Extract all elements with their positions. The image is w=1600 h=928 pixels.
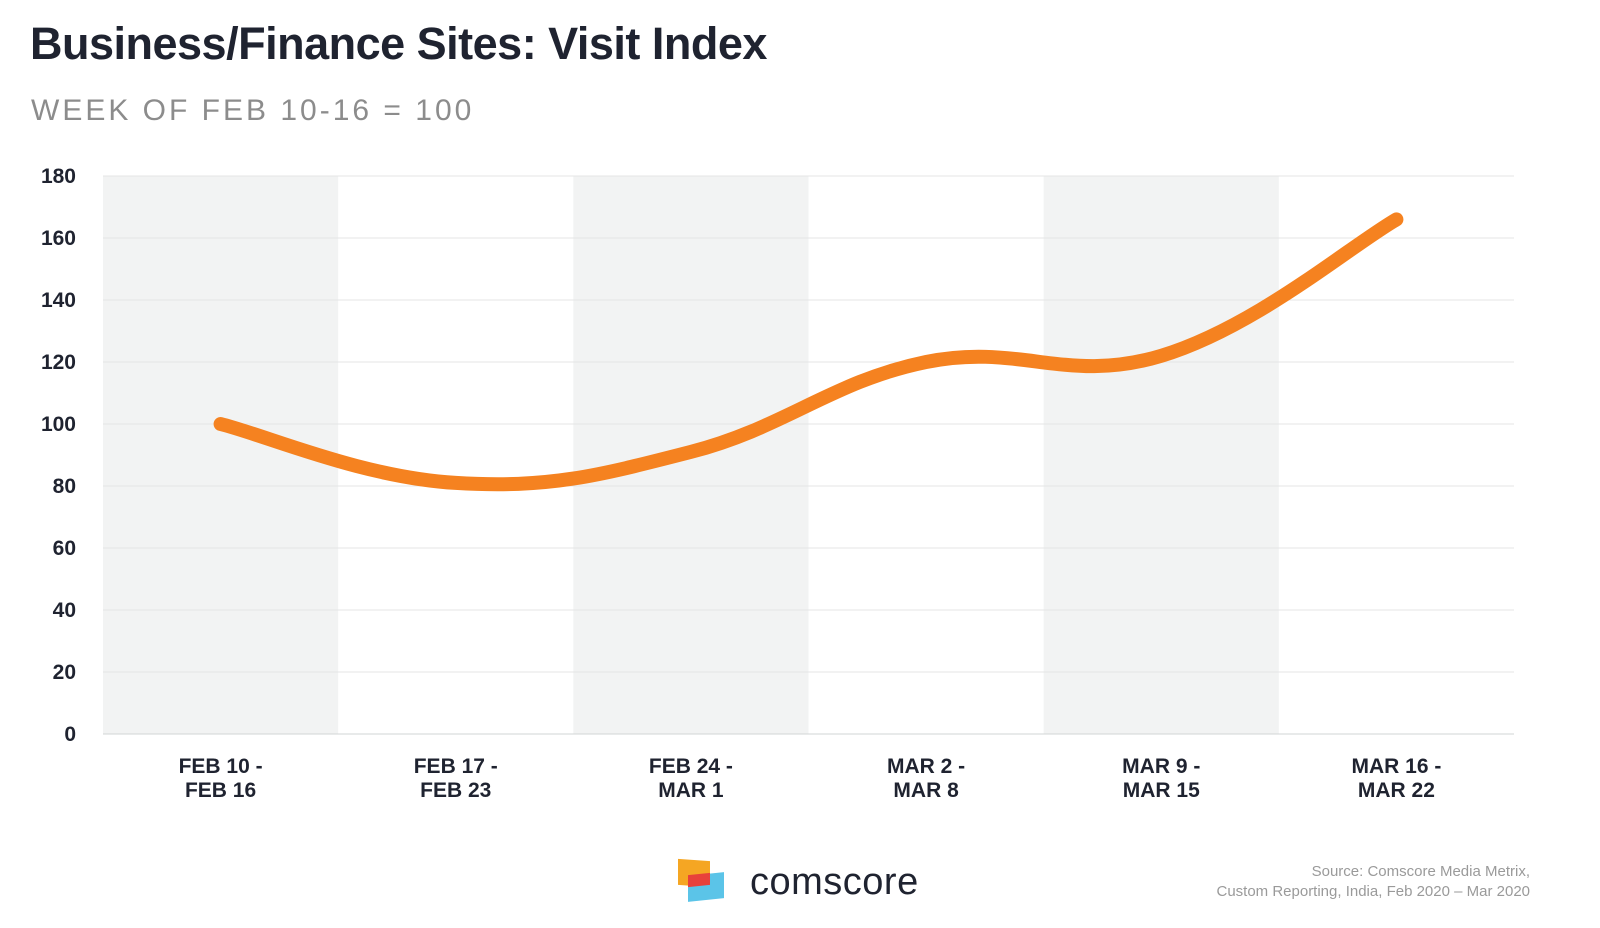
- y-tick-label: 140: [41, 289, 76, 312]
- column-band: [1043, 176, 1279, 734]
- y-tick-label: 60: [53, 537, 76, 560]
- y-tick-label: 180: [41, 165, 76, 188]
- logo-text: comscore: [750, 860, 919, 903]
- chart-subtitle: WEEK OF FEB 10-16 = 100: [31, 94, 475, 127]
- source-line-1: Source: Comscore Media Metrix,: [1311, 863, 1530, 880]
- y-tick-label: 120: [41, 351, 76, 374]
- y-tick-label: 40: [53, 599, 76, 622]
- comscore-logo: comscore: [678, 858, 919, 906]
- x-tick-label: FEB 17 -FEB 23: [414, 755, 498, 802]
- comscore-logo-icon: [678, 858, 730, 904]
- x-tick-label: MAR 2 -MAR 8: [887, 755, 965, 802]
- y-tick-label: 160: [41, 227, 76, 250]
- x-tick-label: MAR 16 -MAR 22: [1351, 755, 1441, 802]
- x-tick-label: FEB 10 -FEB 16: [179, 755, 263, 802]
- source-note: Source: Comscore Media Metrix, Custom Re…: [1216, 862, 1530, 902]
- y-tick-label: 0: [64, 723, 76, 746]
- y-tick-label: 100: [41, 413, 76, 436]
- y-tick-label: 80: [53, 475, 76, 498]
- series-line: [213, 212, 1404, 492]
- y-tick-label: 20: [53, 661, 76, 684]
- x-tick-label: MAR 9 -MAR 15: [1122, 755, 1200, 802]
- x-tick-label: FEB 24 -MAR 1: [649, 755, 733, 802]
- source-line-2: Custom Reporting, India, Feb 2020 – Mar …: [1216, 883, 1530, 900]
- chart-title: Business/Finance Sites: Visit Index: [30, 18, 767, 69]
